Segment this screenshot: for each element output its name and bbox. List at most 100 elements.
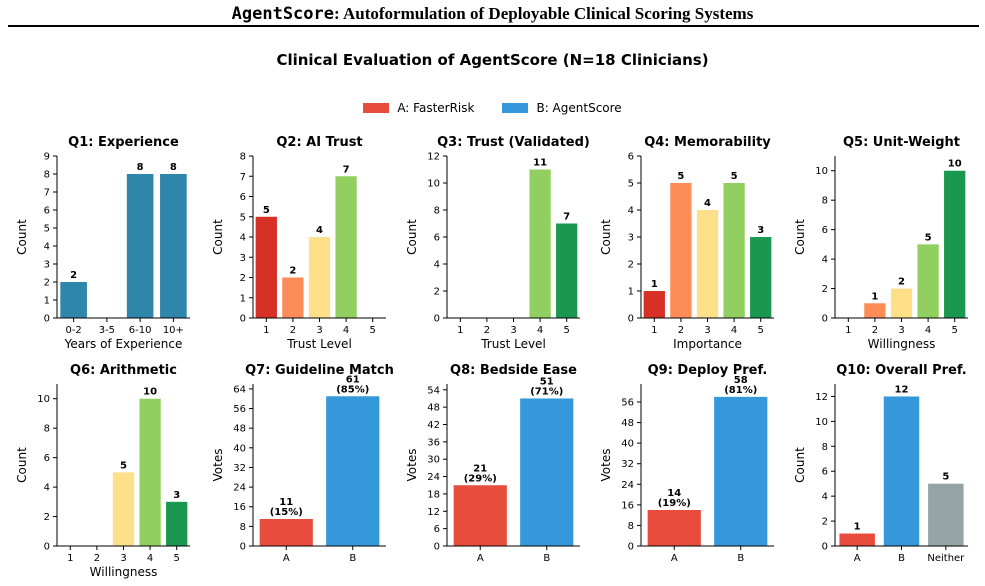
bar-4 [139,398,161,546]
data-label-line: 2 [70,270,77,281]
y-tick-label: 56 [621,398,634,409]
y-tick-label: 0 [434,542,440,553]
y-axis-label: Votes [599,449,613,482]
data-label-line: 7 [343,164,350,175]
chart-q10: Q10: Overall Pref. 0 2 4 6 8 10 12 Count A 1 B 12 Nei… [793,363,968,564]
data-label: 10 [948,159,962,170]
y-tick-label: 6 [44,206,50,217]
chart-title: Q2: AI Trust [276,135,362,150]
x-axis-label: Willingness [868,337,936,351]
data-label: 12 [895,384,909,395]
y-tick-label: 6 [240,192,246,203]
x-tick-label: A [671,553,678,564]
data-label: 5 [942,472,949,483]
chart-q8: Q8: Bedside Ease 0 6 12 18 24 30 36 42 48 54 Votes A… [405,363,580,564]
data-label-line: 1 [871,291,878,302]
x-tick-label: B [349,553,356,564]
x-tick-label: 4 [925,325,931,336]
data-label-line: 8 [137,162,144,173]
y-tick-label: 0 [44,542,50,553]
y-tick-label: 5 [628,179,634,190]
bar-3 [308,237,331,318]
y-tick-label: 32 [621,459,634,470]
data-label-line: 11 [279,497,293,508]
legend-item-b: B: AgentScore [502,101,622,115]
bar-B [714,396,768,546]
y-axis-label: Votes [405,449,419,482]
y-tick-label: 10 [815,417,828,428]
data-label-line: 5 [731,171,738,182]
x-tick-label: 3 [316,325,322,336]
data-label-line: 4 [704,198,711,209]
bar-6-10 [126,174,154,318]
y-tick-label: 2 [822,517,828,528]
y-tick-label: 4 [44,242,50,253]
y-tick-label: 2 [44,278,50,289]
y-tick-label: 4 [44,483,50,494]
chart-q1: Q1: Experience 0 1 2 3 4 5 6 7 8 9 Count 0-2 2 3-5 6-10… [15,135,190,351]
bar-4 [335,176,357,318]
y-tick-label: 2 [44,512,50,523]
bar-2 [864,303,886,318]
data-label-line: 14 [667,488,681,499]
data-label: 7 [343,164,350,175]
data-label-line: 21 [473,463,487,474]
bar-5 [944,170,966,318]
x-tick-label: 2 [484,325,490,336]
x-tick-label: 5 [174,553,180,564]
data-label: 8 [170,162,177,173]
bar-A [647,510,701,546]
y-tick-label: 18 [427,489,440,500]
data-label-line: 3 [757,225,764,236]
y-tick-label: 4 [240,233,246,244]
y-tick-label: 1 [240,293,246,304]
chart-title: Q7: Guideline Match [245,363,394,378]
bar-B [883,396,920,546]
y-tick-label: 4 [434,260,440,271]
bar-1 [255,216,277,318]
x-tick-label: 4 [147,553,153,564]
legend-swatch-a [363,103,390,113]
x-tick-label: 3 [898,325,904,336]
y-tick-label: 0 [240,542,246,553]
bar-A [839,533,875,546]
x-tick-label: B [737,553,744,564]
figure-title: Clinical Evaluation of AgentScore (N=18 … [276,51,709,69]
x-axis-label: Importance [673,337,742,351]
bar-B [520,398,574,546]
chart-title: Q10: Overall Pref. [836,363,966,378]
chart-title: Q8: Bedside Ease [450,363,577,378]
y-tick-label: 1 [628,287,634,298]
data-label: 14 (19%) [658,488,691,509]
bar-5 [556,223,578,318]
data-label-line: 58 [734,375,748,386]
x-tick-label: Neither [927,553,965,564]
bar-3 [696,210,719,318]
y-tick-label: 3 [44,260,50,271]
data-label: 8 [137,162,144,173]
x-tick-label: A [854,553,861,564]
data-label-line: (19%) [658,498,691,509]
data-label: 5 [120,460,127,471]
y-tick-label: 6 [628,152,634,163]
x-tick-label: 4 [343,325,349,336]
x-axis-label: Trust Level [480,337,546,351]
data-label-line: 2 [289,266,296,277]
bar-A [453,485,507,546]
paper-title-mono: AgentScore [231,4,334,24]
chart-q2: Q2: AI Trust 0 1 2 3 4 5 6 7 8 Count 1 5 2 2 3 4 4 7 5 Trust… [211,135,386,351]
x-tick-label: 4 [731,325,737,336]
y-tick-label: 36 [427,437,440,448]
y-tick-label: 8 [240,152,246,163]
y-axis-label: Count [793,447,807,483]
x-tick-label: 5 [952,325,958,336]
x-axis-label: Years of Experience [64,337,183,351]
data-label: 4 [704,198,711,209]
y-tick-label: 12 [815,392,828,403]
y-tick-label: 4 [628,206,634,217]
data-label-line: 5 [263,205,270,216]
y-tick-label: 40 [621,439,634,450]
x-tick-label: 1 [457,325,463,336]
y-tick-label: 32 [233,463,246,474]
data-label: 10 [143,387,157,398]
